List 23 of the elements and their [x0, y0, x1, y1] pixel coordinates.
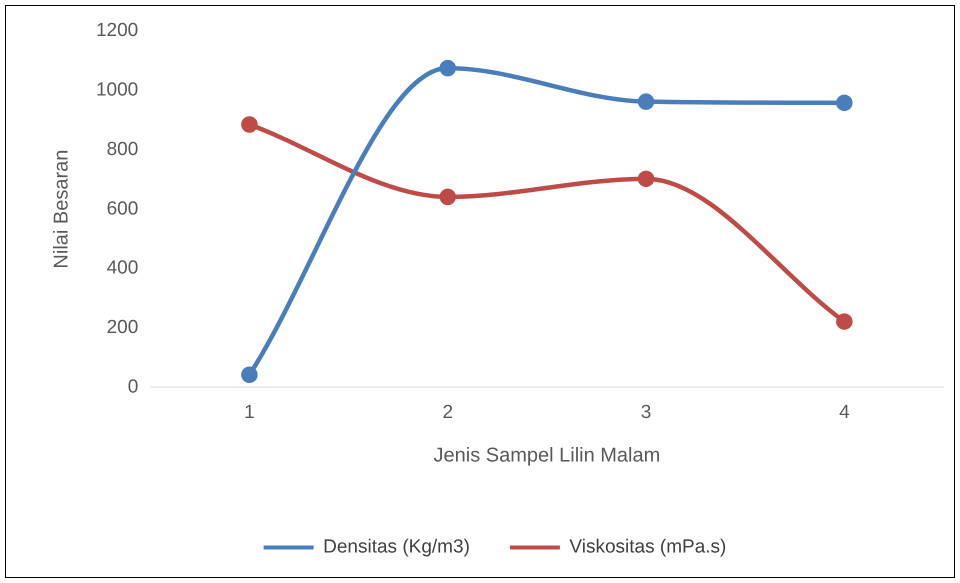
point [836, 94, 853, 112]
x-axis-title: Jenis Sampel Lilin Malam [434, 444, 660, 467]
x-tick-label: 1 [244, 402, 255, 423]
y-tick-label: 0 [128, 376, 138, 398]
y-tick-label: 200 [106, 317, 138, 338]
point [836, 313, 853, 330]
point [241, 116, 258, 133]
point [241, 366, 258, 383]
legend-label: Viskositas (mPa.s) [569, 536, 726, 558]
y-tick-label: 400 [106, 258, 138, 279]
legend-label: Densitas (Kg/m3) [323, 536, 470, 558]
point [638, 93, 654, 110]
point [439, 188, 456, 206]
x-tick-label: 3 [640, 402, 652, 423]
y-tick-label: 600 [106, 198, 138, 220]
x-tick-label: 2 [442, 402, 454, 423]
point [439, 60, 456, 76]
point [638, 170, 654, 188]
x-tick-label: 4 [839, 402, 850, 423]
y-tick-label: 1000 [96, 80, 138, 101]
y-tick-label: 800 [106, 138, 138, 160]
y-axis-title: Nilai Besaran [50, 150, 73, 269]
y-tick-label: 1200 [96, 20, 138, 42]
